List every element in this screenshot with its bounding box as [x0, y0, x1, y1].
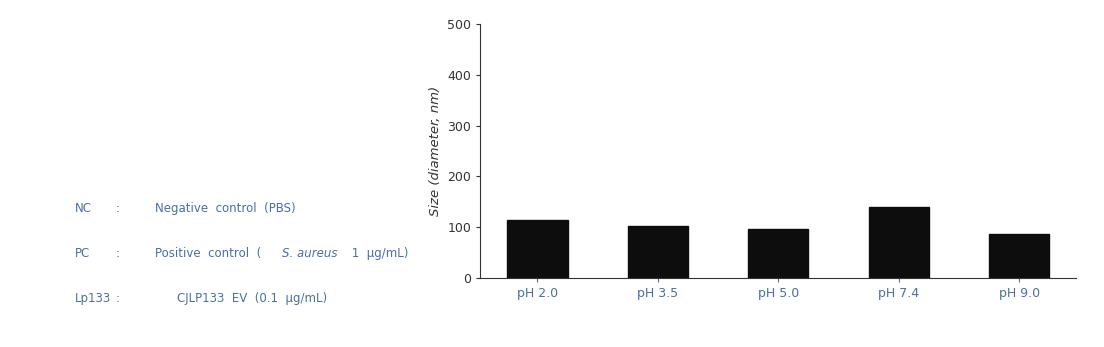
Text: :: : — [116, 292, 120, 305]
Y-axis label: Size (diameter, nm): Size (diameter, nm) — [428, 86, 442, 216]
Bar — [869, 207, 928, 278]
Text: PC: PC — [75, 247, 91, 260]
Bar — [749, 229, 808, 278]
Text: Lp133: Lp133 — [75, 292, 112, 305]
Text: 1  μg/mL): 1 μg/mL) — [348, 247, 408, 260]
Text: Negative  control  (PBS): Negative control (PBS) — [155, 202, 295, 215]
Text: S. aureus: S. aureus — [282, 247, 337, 260]
Text: :: : — [116, 202, 120, 215]
Text: NC: NC — [75, 202, 92, 215]
Text: :: : — [116, 247, 120, 260]
Bar — [989, 234, 1049, 278]
Bar — [508, 220, 567, 278]
Text: CJLP133  EV  (0.1  μg/mL): CJLP133 EV (0.1 μg/mL) — [177, 292, 327, 305]
Bar — [628, 226, 688, 278]
Text: Positive  control  (: Positive control ( — [155, 247, 261, 260]
